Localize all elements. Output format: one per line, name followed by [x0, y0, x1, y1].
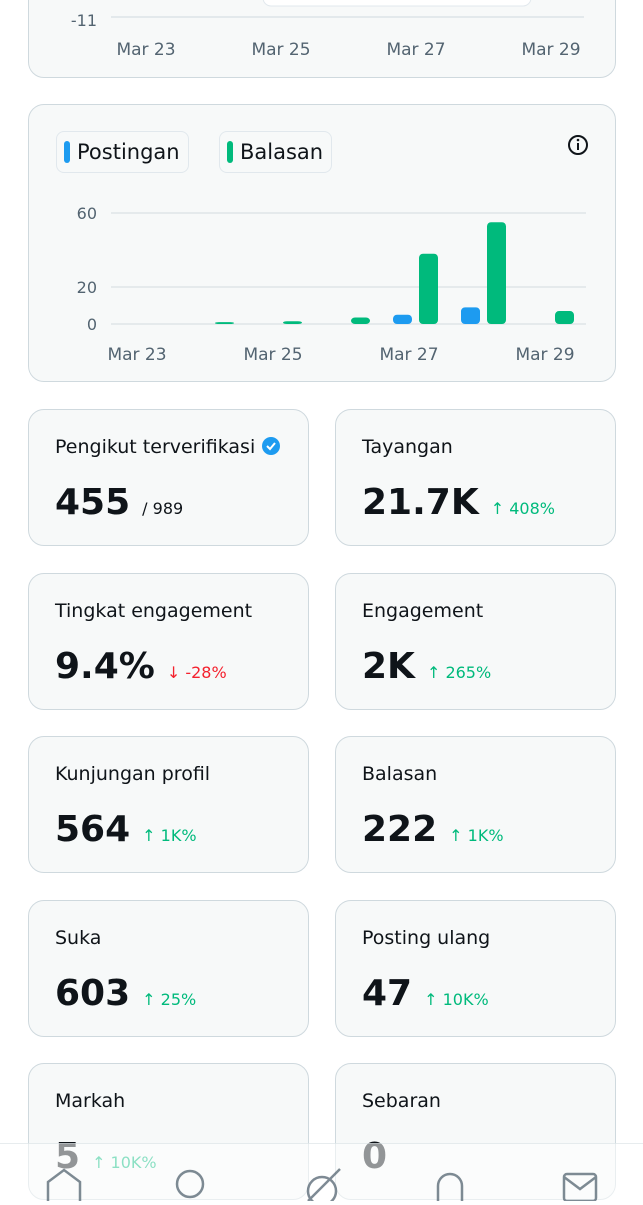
- stat-title: Tayangan: [362, 436, 453, 458]
- bar: [215, 322, 234, 324]
- stat-change: ↑ 1K%: [142, 826, 197, 845]
- stat-card[interactable]: Suka 603 ↑ 25%: [28, 899, 309, 1037]
- stat-number: 9.4%: [55, 645, 155, 687]
- info-icon[interactable]: [566, 133, 590, 157]
- stat-card[interactable]: Balasan 222 ↑ 1K%: [335, 736, 616, 873]
- stat-title: Posting ulang: [362, 926, 491, 949]
- grok-icon[interactable]: [307, 1168, 341, 1202]
- top-chart: -11 Mar 23 Mar 25 Mar 27 Mar 29: [71, 0, 584, 60]
- bar: [555, 311, 574, 324]
- stat-number: 47: [362, 972, 413, 1014]
- y-tick-label: 60: [77, 204, 97, 223]
- bar: [351, 317, 370, 324]
- verified-badge: [262, 437, 281, 455]
- stat-value: 9.4% ↓ -28%: [55, 646, 227, 687]
- search-icon[interactable]: [175, 1169, 205, 1199]
- stat-change: ↓ -28%: [166, 662, 227, 682]
- stat-change: ↑ 10K%: [424, 989, 489, 1009]
- chart-card: Postingan Balasan 0 20 60 Mar 23 Mar 25 Mar 2…: [28, 104, 616, 382]
- stat-title: Balasan: [362, 763, 438, 785]
- x-tick-label: Mar 23: [107, 345, 166, 365]
- bar: [419, 253, 438, 324]
- tooltip-edge: [262, 0, 532, 7]
- stat-card[interactable]: Engagement 2K ↑ 265%: [335, 572, 616, 710]
- stat-number: 455: [55, 482, 131, 523]
- stat-value: 455 / 989: [55, 482, 183, 523]
- x-tick-label: Mar 27: [386, 40, 445, 60]
- y-tick-label: -11: [71, 11, 97, 30]
- stat-number: 21.7K: [362, 482, 479, 523]
- stat-card[interactable]: Tayangan 21.7K ↑ 408%: [335, 409, 616, 546]
- stat-value: 222 ↑ 1K%: [362, 809, 504, 850]
- stat-title: Markah: [55, 1090, 126, 1112]
- stat-change: ↑ 265%: [426, 662, 492, 682]
- bar: [487, 222, 506, 324]
- bottom-nav: [0, 1143, 643, 1205]
- bar: [283, 321, 302, 324]
- stat-change: ↑ 1K%: [449, 826, 504, 845]
- stat-card[interactable]: Tingkat engagement 9.4% ↓ -28%: [28, 572, 309, 710]
- legend-label: Balasan: [240, 140, 324, 164]
- stat-card[interactable]: Posting ulang 47 ↑ 10K%: [335, 899, 616, 1037]
- stat-number: 603: [55, 972, 131, 1014]
- y-tick-label: 20: [77, 278, 97, 297]
- nav-icons: [46, 1168, 598, 1205]
- stat-title: Sebaran: [362, 1090, 441, 1112]
- bell-icon[interactable]: [436, 1172, 464, 1201]
- stat-value: 564 ↑ 1K%: [55, 809, 197, 850]
- stat-change: ↑ 25%: [142, 989, 197, 1009]
- stat-card[interactable]: Pengikut terverifikasi 455 / 989: [28, 409, 309, 546]
- stat-number: 222: [362, 809, 438, 850]
- legend-item[interactable]: Balasan: [219, 131, 333, 173]
- stat-number: 2K: [362, 645, 415, 687]
- stat-value: 47 ↑ 10K%: [362, 973, 489, 1014]
- stat-title: Suka: [55, 926, 102, 949]
- bar: [393, 314, 412, 324]
- stat-change: ↑ 408%: [490, 499, 555, 518]
- stat-value: 2K ↑ 265%: [362, 646, 491, 687]
- stat-secondary: / 989: [142, 499, 184, 518]
- x-tick-label: Mar 25: [243, 345, 302, 365]
- stat-value: 603 ↑ 25%: [55, 973, 196, 1014]
- stat-title: Pengikut terverifikasi: [55, 436, 281, 458]
- x-tick-label: Mar 23: [116, 40, 175, 60]
- x-tick-label: Mar 27: [379, 345, 438, 365]
- bar: [461, 307, 480, 324]
- x-tick-label: Mar 29: [515, 345, 574, 365]
- top-chart-card: -11 Mar 23 Mar 25 Mar 27 Mar 29: [28, 0, 616, 78]
- stat-title: Tingkat engagement: [55, 599, 253, 622]
- x-tick-label: Mar 25: [251, 40, 310, 60]
- y-tick-label: 0: [87, 315, 97, 334]
- bar-chart: 0 20 60 Mar 23 Mar 25 Mar 27 Mar 29: [77, 204, 586, 365]
- stat-number: 564: [55, 809, 131, 850]
- legend-label: Postingan: [77, 140, 180, 164]
- stat-title: Kunjungan profil: [55, 763, 211, 785]
- x-tick-label: Mar 29: [521, 40, 580, 60]
- stat-title: Engagement: [362, 599, 484, 622]
- legend-item[interactable]: Postingan: [56, 131, 189, 173]
- stat-value: 21.7K ↑ 408%: [362, 482, 555, 523]
- stat-card[interactable]: Kunjungan profil 564 ↑ 1K%: [28, 736, 309, 873]
- home-icon[interactable]: [46, 1168, 82, 1201]
